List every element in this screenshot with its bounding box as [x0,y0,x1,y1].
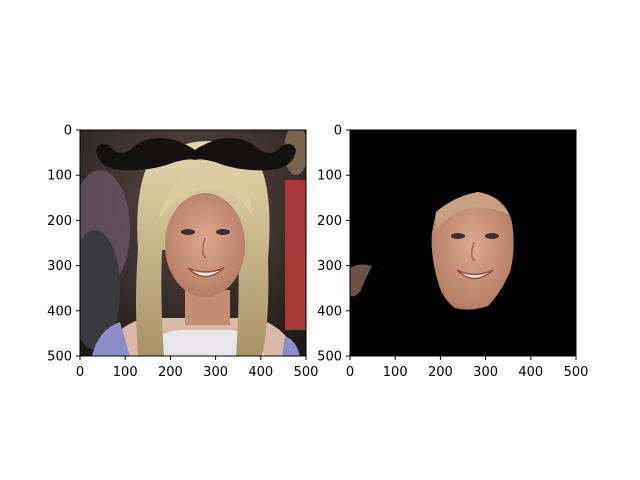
y-tick-label: 300 [47,259,72,274]
x-tick-label: 100 [113,365,138,380]
y-tick-label: 200 [47,214,72,229]
y-tick-label: 0 [334,124,342,139]
right-panel [349,129,577,357]
y-tick-label: 500 [317,350,342,365]
x-tick-label: 300 [473,365,498,380]
y-tick-label: 300 [317,259,342,274]
moustache-overlay [96,138,296,171]
right-mask [350,130,576,356]
x-tick-label: 500 [564,365,589,380]
y-tick-label: 500 [47,350,72,365]
x-tick-label: 0 [76,365,84,380]
x-tick-label: 400 [248,365,273,380]
x-tick-label: 200 [428,365,453,380]
x-tick-label: 0 [346,365,354,380]
left-photo [80,130,306,356]
x-tick-label: 400 [518,365,543,380]
y-tick-label: 400 [47,304,72,319]
y-tick-label: 100 [47,169,72,184]
x-tick-label: 200 [158,365,183,380]
y-tick-label: 0 [64,124,72,139]
y-tick-label: 400 [317,304,342,319]
x-tick-label: 500 [294,365,319,380]
y-tick-label: 200 [317,214,342,229]
x-tick-label: 300 [203,365,228,380]
x-tick-label: 100 [383,365,408,380]
axes-layer: 0 100 200 300 400 500 0 100 200 300 400 500 0 100 200 3… [47,124,588,381]
left-panel [79,129,307,357]
y-tick-label: 100 [317,169,342,184]
